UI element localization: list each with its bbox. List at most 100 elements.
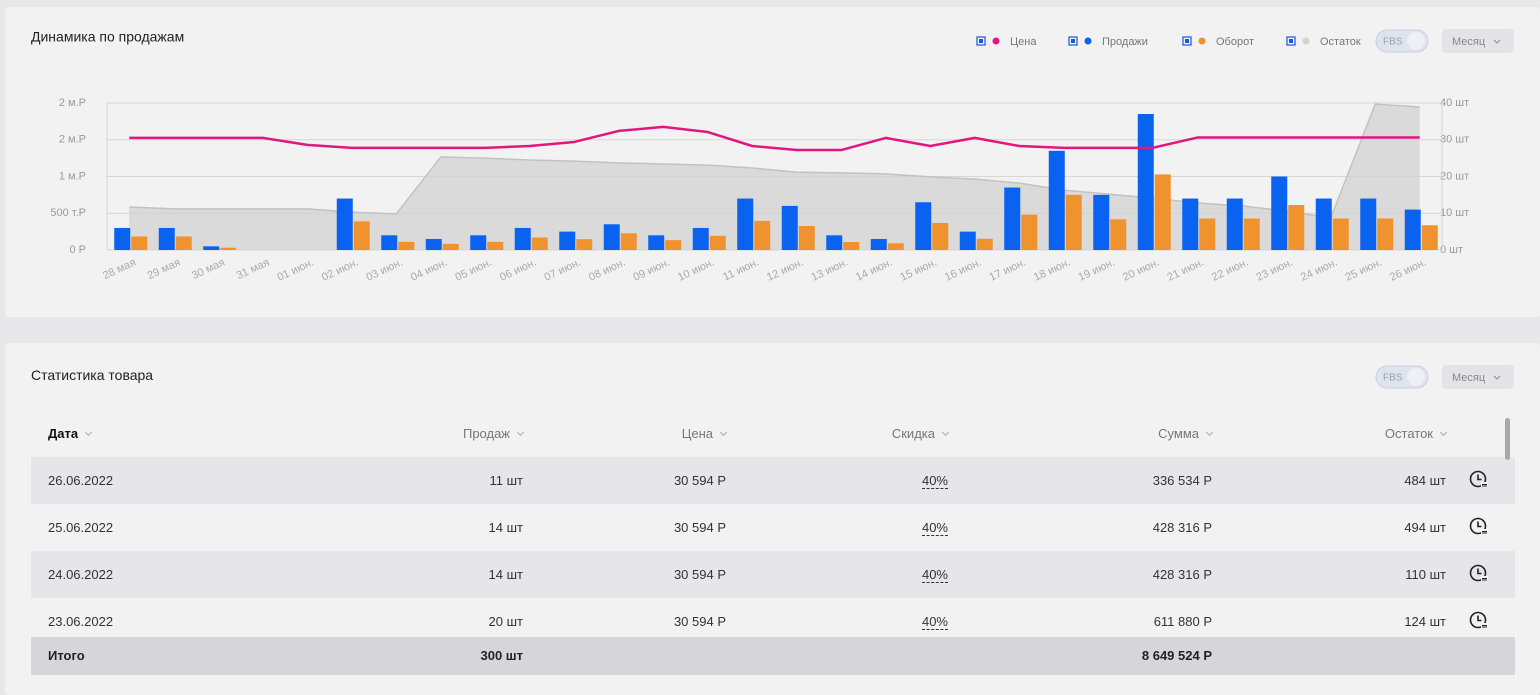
history-icon[interactable] (1469, 564, 1489, 584)
legend-item[interactable]: Цена (976, 36, 1037, 48)
bar (1271, 176, 1288, 250)
bar (559, 231, 576, 250)
column-header[interactable]: Остаток (1384, 426, 1448, 441)
bar (531, 237, 548, 250)
x-tick-label: 19 июн. (1076, 256, 1116, 283)
table-cell: 484 шт (1404, 457, 1446, 504)
table-controls: FBS Месяц (1375, 365, 1514, 389)
fbs-toggle[interactable]: FBS (1375, 365, 1429, 389)
x-tick-label: 28 мая (101, 256, 138, 282)
history-icon[interactable] (1469, 470, 1489, 490)
cell-text: 30 594 Р (673, 520, 726, 535)
bar (1226, 198, 1243, 250)
table-cell: 14 шт (489, 551, 523, 598)
cell-text: 14 шт (488, 520, 523, 535)
sort-icon (1439, 428, 1448, 437)
history-icon[interactable] (1469, 611, 1489, 631)
x-tick-label: 09 июн. (631, 256, 671, 283)
column-header-label: Остаток (1384, 426, 1433, 441)
legend-item[interactable]: Продажи (1068, 36, 1148, 48)
x-tick-label: 04 июн. (409, 256, 449, 283)
column-header-label: Скидка (891, 426, 935, 441)
x-tick-label: 12 июн. (765, 256, 805, 283)
table-cell: 40% (921, 457, 948, 504)
table-cell: 24.06.2022 (48, 551, 113, 598)
table-row: 26.06.2022 11 шт 30 594 Р 40% 336 534 Р 484 ш… (31, 457, 1515, 504)
legend-checkbox (1182, 36, 1192, 46)
bar (932, 222, 949, 250)
bar (887, 243, 904, 250)
x-tick-label: 16 июн. (943, 256, 983, 283)
column-header[interactable]: Скидка (891, 426, 950, 441)
x-tick-label: 10 июн. (676, 256, 716, 283)
table-cell: 40% (921, 598, 948, 637)
bar (959, 231, 976, 250)
bar (158, 227, 175, 250)
bar (442, 243, 459, 250)
discount[interactable]: 40% (921, 473, 948, 489)
column-header[interactable]: Сумма (1158, 426, 1214, 441)
table-cell: 494 шт (1404, 504, 1446, 551)
history-icon[interactable] (1469, 517, 1489, 537)
x-tick-label: 05 июн. (453, 256, 493, 283)
column-header[interactable]: Продаж (462, 426, 525, 441)
x-tick-label: 21 июн. (1165, 256, 1205, 283)
sort-icon (941, 428, 950, 437)
bar (1048, 150, 1065, 250)
bar (353, 221, 370, 250)
cell-text: 428 316 Р (1152, 567, 1212, 582)
sort-icon (85, 428, 93, 437)
period-label: Месяц (1452, 36, 1486, 48)
sort-icon (719, 428, 728, 437)
area-fill (129, 104, 1420, 250)
bar (648, 235, 665, 250)
column-header-label: Продаж (462, 426, 510, 441)
column-header[interactable]: Цена (682, 426, 728, 441)
cell-text: 14 шт (488, 567, 523, 582)
table-row: 25.06.2022 14 шт 30 594 Р 40% 428 316 Р 494 ш… (31, 504, 1515, 551)
discount[interactable]: 40% (921, 614, 948, 630)
bar (915, 202, 932, 250)
line (129, 125, 1420, 152)
chart-card (5, 7, 1540, 317)
legend-item[interactable]: Оборот (1182, 36, 1254, 48)
legend-label: Остаток (1320, 36, 1361, 48)
scrollbar[interactable] (1505, 418, 1510, 460)
table-cell: 40% (921, 551, 948, 598)
x-tick-label: 24 июн. (1299, 256, 1339, 283)
y2-tick-label: 30 шт (1440, 134, 1469, 146)
legend-item[interactable]: Остаток (1286, 36, 1361, 48)
x-tick-label: 22 июн. (1210, 256, 1250, 283)
bar (1004, 187, 1021, 250)
cell-text: 611 880 Р (1153, 614, 1212, 629)
bar (692, 227, 709, 250)
table-cell: 11 шт (490, 457, 524, 504)
fbs-toggle[interactable]: FBS (1375, 29, 1429, 53)
bar (175, 236, 192, 250)
cell-text: 11 шт (489, 473, 524, 488)
cell-text: 24.06.2022 (48, 567, 114, 582)
bar (1360, 198, 1377, 250)
total-sum: 8 649 524 Р (1141, 648, 1212, 663)
x-tick-label: 01 июн. (275, 256, 315, 283)
cell-text: 30 594 Р (673, 567, 726, 582)
discount[interactable]: 40% (921, 567, 948, 583)
x-tick-label: 07 июн. (542, 256, 582, 283)
column-header[interactable]: Дата (48, 426, 93, 441)
x-tick-label: 29 мая (146, 256, 183, 282)
table-cell: 40% (921, 504, 948, 551)
bar (114, 227, 131, 250)
period-select[interactable]: Месяц (1442, 365, 1514, 389)
y2-tick-label: 40 шт (1440, 97, 1469, 109)
legend-checkbox-mark (1071, 39, 1075, 43)
legend-dot (1302, 37, 1310, 45)
y-tick-label: 0 Р (69, 244, 86, 256)
cell-text: 336 534 Р (1152, 473, 1212, 488)
x-tick-label: 14 июн. (854, 256, 894, 283)
period-select[interactable]: Месяц (1442, 29, 1514, 53)
bar (603, 224, 620, 250)
cell-text: 110 шт (1405, 567, 1446, 582)
discount[interactable]: 40% (921, 520, 948, 536)
bar (1332, 218, 1349, 250)
x-tick-label: 23 июн. (1254, 256, 1294, 283)
